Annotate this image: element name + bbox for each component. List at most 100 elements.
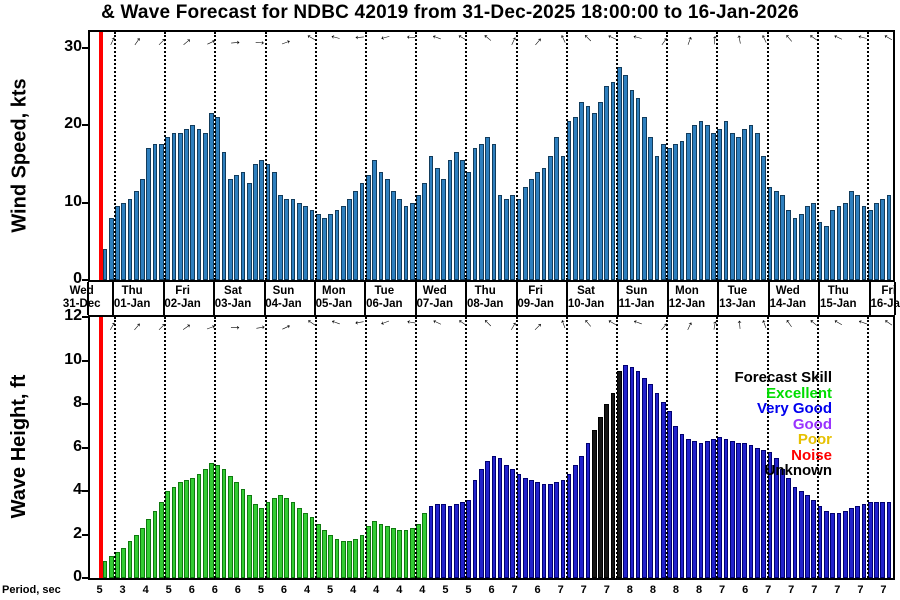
wind-bar bbox=[196, 128, 202, 280]
day-gridline bbox=[615, 32, 618, 280]
wave-direction-arrow: → bbox=[450, 314, 472, 336]
wind-bar bbox=[171, 132, 177, 280]
wind-speed-chart: → → → → → → → → → → → → → → → → → → → → → → → → → → → → → → → → bbox=[88, 29, 898, 282]
wave-bar bbox=[328, 534, 334, 578]
wind-bar bbox=[491, 144, 497, 280]
wind-bar bbox=[378, 171, 384, 280]
wind-bar bbox=[303, 206, 308, 280]
wind-direction-arrow: → bbox=[776, 29, 798, 51]
day-gridline bbox=[415, 317, 418, 578]
wave-direction-arrow: → bbox=[525, 314, 547, 336]
period-value: 8 bbox=[649, 584, 656, 596]
wind-bar bbox=[384, 179, 390, 280]
wind-bar bbox=[654, 156, 660, 280]
day-gridline bbox=[716, 317, 719, 578]
wind-bar bbox=[874, 202, 879, 280]
wave-bar bbox=[284, 497, 290, 578]
wind-direction-arrow: → bbox=[300, 29, 321, 51]
legend-item: Noise bbox=[791, 446, 832, 464]
wind-direction-arrow: → bbox=[827, 29, 847, 51]
wave-bar bbox=[209, 462, 214, 578]
period-value: 4 bbox=[303, 584, 311, 596]
wind-direction-arrow: → bbox=[124, 29, 146, 51]
wave-bar bbox=[830, 512, 835, 578]
wave-bar bbox=[560, 480, 566, 578]
legend-item: Excellent bbox=[766, 384, 832, 402]
wind-bar bbox=[742, 128, 748, 280]
wind-bar bbox=[698, 121, 704, 280]
wind-bar bbox=[478, 144, 484, 280]
wind-bar bbox=[278, 194, 283, 280]
day-gridline bbox=[314, 32, 317, 280]
wind-direction-arrow: → bbox=[877, 29, 898, 51]
wind-bar bbox=[704, 125, 710, 280]
axis-tick-mark bbox=[82, 316, 88, 318]
wind-bar bbox=[127, 198, 133, 280]
wind-bar bbox=[240, 171, 246, 280]
wave-bar bbox=[491, 456, 497, 578]
wind-direction-arrow: → bbox=[676, 30, 697, 50]
day-gridline bbox=[264, 32, 267, 280]
wind-bar bbox=[849, 190, 854, 280]
wave-bar bbox=[591, 430, 597, 578]
day-gridline bbox=[465, 32, 468, 280]
period-value: 7 bbox=[580, 584, 587, 596]
day-gridline bbox=[214, 317, 217, 578]
period-value: 6 bbox=[488, 584, 495, 596]
period-value: 6 bbox=[188, 584, 195, 596]
wind-bar bbox=[322, 218, 327, 280]
wind-bar bbox=[340, 206, 346, 280]
wind-bar bbox=[209, 113, 214, 280]
wave-bar bbox=[271, 497, 277, 578]
wind-direction-arrow: → bbox=[426, 30, 446, 50]
day-label: Mon 05-Jan bbox=[315, 285, 353, 311]
wave-bar bbox=[171, 486, 177, 578]
wave-bar bbox=[441, 504, 447, 578]
day-gridline bbox=[666, 317, 669, 578]
wind-direction-arrow: → bbox=[149, 29, 171, 51]
wind-bar bbox=[133, 190, 139, 280]
wave-bar bbox=[234, 482, 239, 578]
wave-bar bbox=[842, 510, 848, 578]
wave-bar bbox=[359, 534, 365, 578]
wind-bar bbox=[159, 144, 164, 280]
wave-direction-arrow: → bbox=[426, 314, 446, 336]
wave-bar bbox=[127, 541, 133, 578]
wave-bar bbox=[422, 512, 428, 578]
wind-bar bbox=[629, 90, 635, 280]
axis-tick-mark bbox=[82, 533, 88, 536]
day-label: Thu 01-Jan bbox=[113, 285, 151, 311]
wind-direction-arrow: → bbox=[174, 29, 196, 51]
wave-bar bbox=[579, 456, 585, 578]
wave-bar bbox=[485, 460, 490, 578]
wind-bar bbox=[202, 132, 208, 280]
wave-direction-arrow: → bbox=[702, 316, 721, 334]
wind-bar bbox=[855, 194, 861, 280]
wave-bar bbox=[159, 501, 164, 578]
day-gridline bbox=[365, 317, 368, 578]
wind-bar bbox=[403, 206, 409, 280]
wave-bar bbox=[761, 449, 766, 578]
wave-bar bbox=[711, 438, 716, 578]
day-label: Wed 14-Jan bbox=[769, 285, 807, 311]
day-tick bbox=[818, 282, 821, 315]
wind-bar bbox=[522, 187, 528, 280]
wind-bar bbox=[836, 206, 842, 280]
wind-bar bbox=[221, 152, 227, 280]
period-value: 6 bbox=[742, 584, 749, 596]
wave-bar bbox=[685, 438, 691, 578]
wind-bar bbox=[748, 125, 754, 280]
period-value: 6 bbox=[234, 584, 241, 596]
wind-bar bbox=[880, 198, 886, 280]
wind-bar bbox=[102, 249, 108, 280]
day-gridline bbox=[615, 317, 618, 578]
wave-bar bbox=[698, 443, 704, 578]
wave-y-tick-label: 8 bbox=[73, 394, 82, 411]
wind-direction-arrow: → bbox=[227, 31, 243, 49]
wind-direction-arrow: → bbox=[352, 31, 369, 49]
day-gridline bbox=[565, 317, 568, 578]
day-tick bbox=[162, 282, 165, 315]
wave-bar bbox=[849, 508, 854, 578]
current-time-line bbox=[98, 32, 103, 280]
